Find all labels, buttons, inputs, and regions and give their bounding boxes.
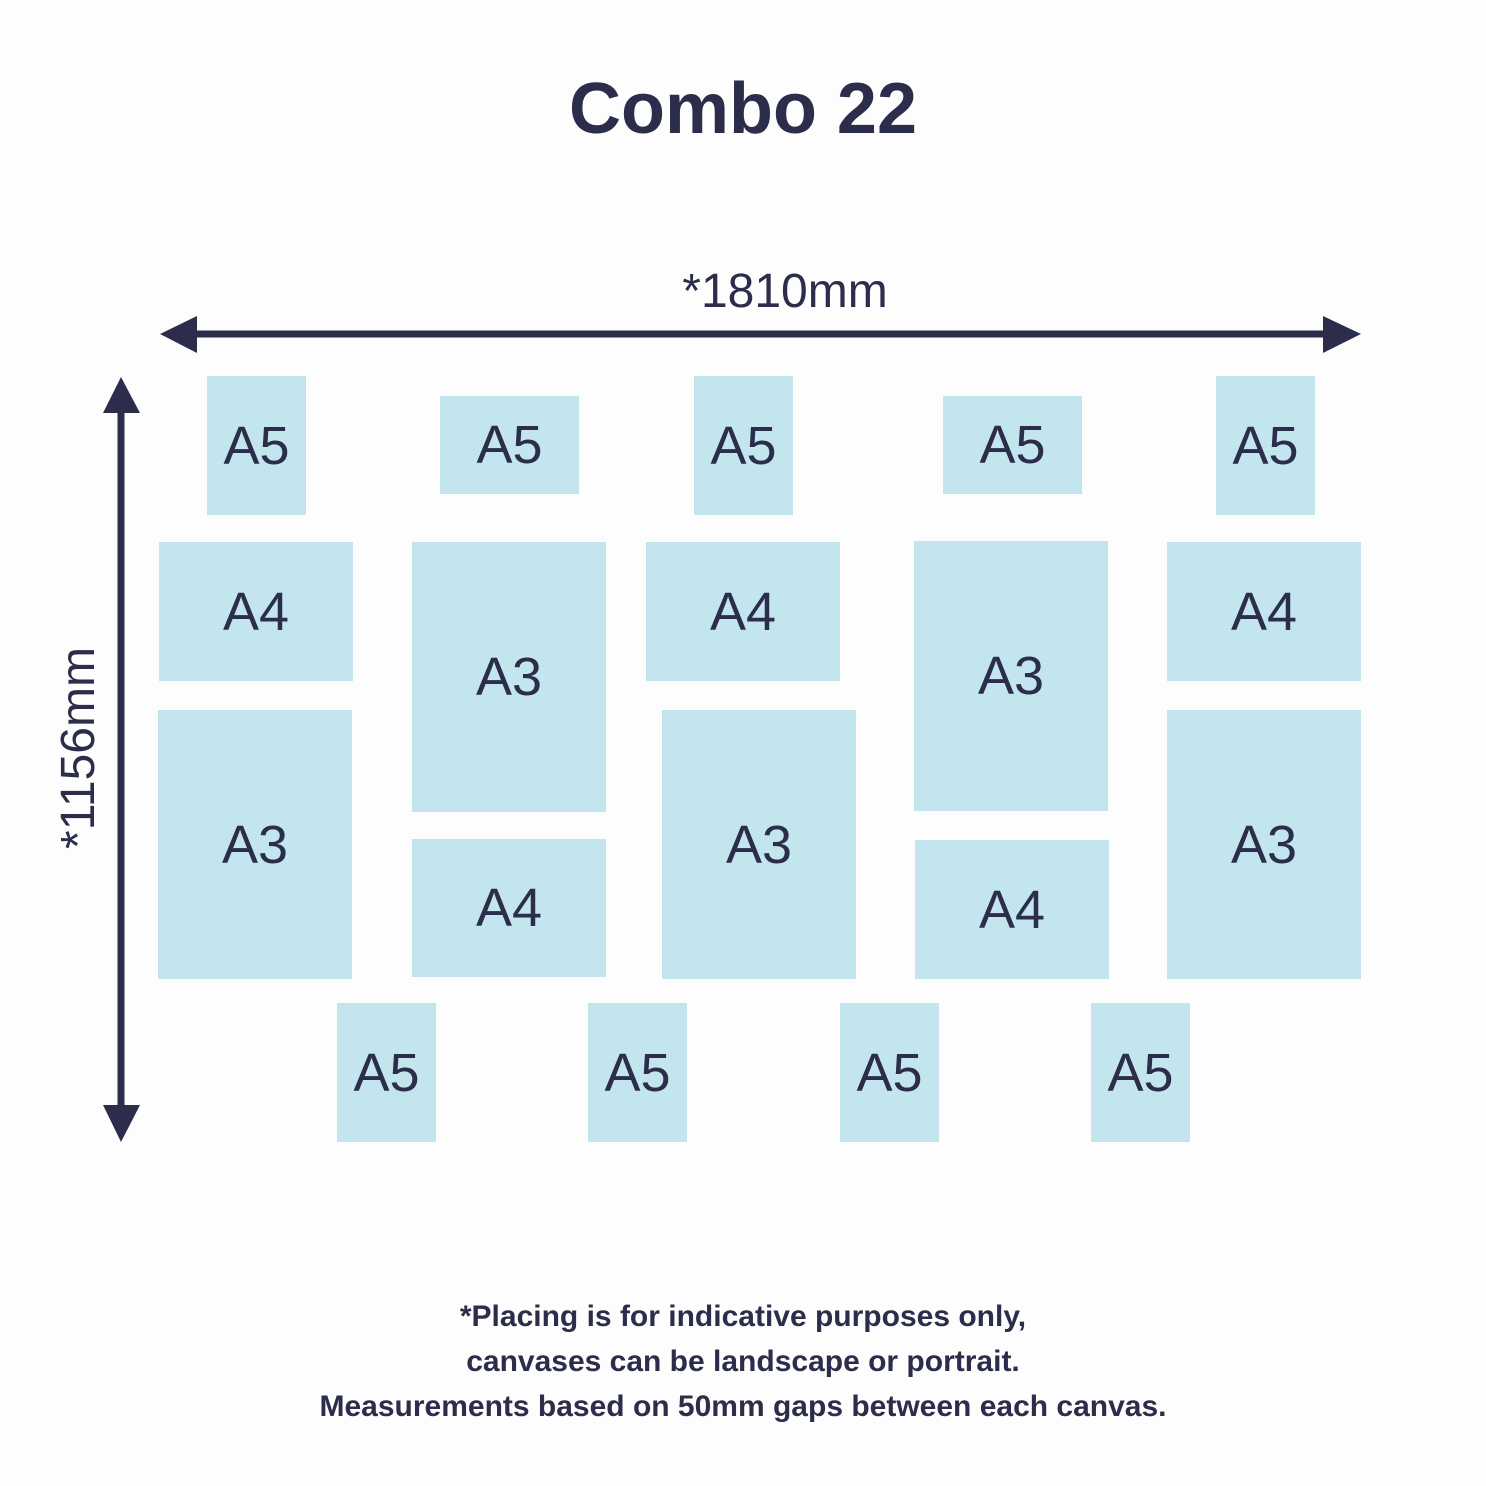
width-arrow-left-head [160, 316, 197, 353]
canvas-label: A5 [1107, 1042, 1174, 1103]
canvas-label: A5 [604, 1042, 671, 1103]
canvas-a3: A3 [1167, 710, 1361, 979]
canvas-label: A5 [223, 415, 290, 476]
canvas-label: A4 [978, 879, 1046, 940]
canvas-a4: A4 [159, 542, 353, 681]
canvas-label: A5 [1232, 415, 1299, 476]
canvas-a5: A5 [943, 396, 1082, 494]
canvas-a3: A3 [412, 542, 606, 812]
footnote-line-3: Measurements based on 50mm gaps between … [319, 1390, 1167, 1423]
canvas-a5: A5 [207, 376, 306, 515]
canvas-label: A5 [710, 415, 777, 476]
canvas-label: A3 [475, 647, 543, 707]
canvas-label: A4 [222, 581, 290, 642]
canvas-a4: A4 [1167, 542, 1361, 681]
canvas-a5: A5 [1216, 376, 1315, 515]
width-arrow-right-head [1323, 316, 1361, 353]
canvas-label: A4 [709, 581, 777, 642]
canvas-a5: A5 [694, 376, 793, 515]
canvas-a5: A5 [337, 1003, 436, 1142]
footnote-line-2: canvases can be landscape or portrait. [466, 1345, 1020, 1378]
canvas-label: A4 [1230, 581, 1298, 642]
canvas-label: A3 [725, 814, 793, 875]
canvas-label: A3 [977, 646, 1045, 706]
canvas-a3: A3 [158, 710, 352, 979]
canvas-a4: A4 [412, 839, 606, 977]
canvas-a5: A5 [1091, 1003, 1190, 1142]
canvas-a5: A5 [588, 1003, 687, 1142]
canvas-label: A5 [979, 415, 1046, 475]
canvas-label: A3 [1230, 814, 1298, 875]
canvas-label: A3 [221, 814, 289, 875]
height-arrow-bottom-head [103, 1105, 140, 1142]
canvas-label: A5 [353, 1042, 420, 1103]
page-title: Combo 22 [568, 69, 918, 149]
canvas-a5: A5 [840, 1003, 939, 1142]
canvas-a4: A4 [915, 840, 1109, 979]
canvas-a5: A5 [440, 396, 579, 494]
canvas-label: A4 [475, 878, 543, 938]
canvas-a4: A4 [646, 542, 840, 681]
footnote: *Placing is for indicative purposes only… [0, 1294, 1486, 1429]
height-arrow-top-head [103, 377, 140, 413]
canvas-label: A5 [476, 415, 543, 475]
footnote-line-1: *Placing is for indicative purposes only… [459, 1300, 1027, 1333]
canvas-a3: A3 [662, 710, 856, 979]
canvas-label: A5 [856, 1042, 923, 1103]
canvas-a3: A3 [914, 541, 1108, 811]
width-label: *1810mm [682, 265, 888, 318]
